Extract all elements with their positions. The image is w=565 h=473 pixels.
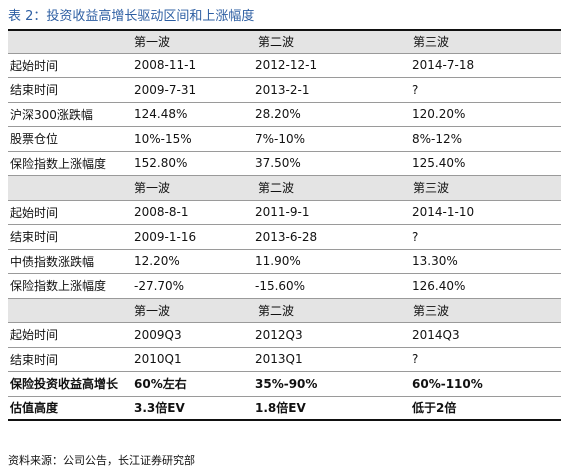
table-cell: 2014-7-18 bbox=[412, 58, 475, 73]
table-cell: 11.90% bbox=[255, 254, 301, 269]
summary-row-investment-growth: 保险投资收益高增长 60%左右 35%-90% 60%-110% bbox=[8, 372, 561, 397]
table-cell: 60%-110% bbox=[412, 376, 483, 391]
data-table: 第一波 第二波 第三波 起始时间 2008-11-1 2012-12-1 201… bbox=[8, 29, 561, 421]
table-cell: 10%-15% bbox=[134, 131, 192, 146]
table-cell: 28.20% bbox=[255, 107, 301, 122]
header-cell: 第二波 bbox=[258, 35, 295, 50]
header-cell: 第二波 bbox=[258, 181, 295, 196]
header-cell: 第三波 bbox=[413, 303, 450, 318]
table-cell: 2008-8-1 bbox=[134, 205, 189, 220]
table-row: 结束时间 2009-7-31 2013-2-1 ? bbox=[8, 78, 561, 103]
table-cell: 1.8倍EV bbox=[255, 401, 306, 416]
row-label: 结束时间 bbox=[10, 230, 59, 245]
table-cell: 125.40% bbox=[412, 156, 466, 171]
table-row: 结束时间 2010Q1 2013Q1 ? bbox=[8, 348, 561, 372]
table-cell: 2012Q3 bbox=[255, 327, 303, 342]
table-cell: 2013-6-28 bbox=[255, 229, 318, 244]
row-label: 中债指数涨跌幅 bbox=[10, 254, 95, 269]
table-cell: 2013-2-1 bbox=[255, 82, 310, 97]
row-label: 起始时间 bbox=[10, 58, 59, 73]
row-label: 结束时间 bbox=[10, 83, 59, 98]
table-cell: 2011-9-1 bbox=[255, 205, 310, 220]
table-cell: ? bbox=[412, 229, 419, 244]
row-label: 估值高度 bbox=[10, 401, 59, 416]
row-label: 股票仓位 bbox=[10, 132, 59, 147]
table-row: 保险指数上涨幅度 -27.70% -15.60% 126.40% bbox=[8, 274, 561, 299]
table-row: 沪深300涨跌幅 124.48% 28.20% 120.20% bbox=[8, 103, 561, 127]
table-cell: ? bbox=[412, 82, 419, 97]
summary-row-valuation: 估值高度 3.3倍EV 1.8倍EV 低于2倍 bbox=[8, 397, 561, 421]
header-cell: 第三波 bbox=[413, 35, 450, 50]
row-label: 保险投资收益高增长 bbox=[10, 377, 119, 392]
section-3-header: 第一波 第二波 第三波 bbox=[8, 298, 561, 323]
table-cell: 8%-12% bbox=[412, 131, 463, 146]
table-row: 起始时间 2008-8-1 2011-9-1 2014-1-10 bbox=[8, 201, 561, 225]
table-cell: 2014Q3 bbox=[412, 327, 460, 342]
row-label: 沪深300涨跌幅 bbox=[10, 107, 93, 122]
table-cell: 35%-90% bbox=[255, 376, 318, 391]
table-cell: 低于2倍 bbox=[412, 401, 457, 416]
table-cell: 2010Q1 bbox=[134, 352, 182, 367]
table-cell: ? bbox=[412, 352, 419, 367]
row-label: 起始时间 bbox=[10, 328, 59, 343]
header-cell: 第二波 bbox=[258, 303, 295, 318]
header-cell: 第一波 bbox=[134, 303, 171, 318]
table-cell: 7%-10% bbox=[255, 131, 306, 146]
table-cell: 60%左右 bbox=[134, 377, 187, 392]
table-row: 保险指数上涨幅度 152.80% 37.50% 125.40% bbox=[8, 152, 561, 176]
table-row: 结束时间 2009-1-16 2013-6-28 ? bbox=[8, 225, 561, 250]
table-cell: 13.30% bbox=[412, 254, 458, 269]
table-cell: 126.40% bbox=[412, 278, 466, 293]
row-label: 起始时间 bbox=[10, 205, 59, 220]
table-cell: 2008-11-1 bbox=[134, 58, 197, 73]
table-cell: 2014-1-10 bbox=[412, 205, 475, 220]
table-cell: 2009-7-31 bbox=[134, 82, 197, 97]
table-cell: 2009-1-16 bbox=[134, 229, 197, 244]
section-2-header: 第一波 第二波 第三波 bbox=[8, 176, 561, 201]
header-cell: 第三波 bbox=[413, 181, 450, 196]
row-label: 结束时间 bbox=[10, 352, 59, 367]
table-cell: 37.50% bbox=[255, 156, 301, 171]
source-note: 资料来源：公司公告，长江证券研究部 bbox=[8, 454, 195, 467]
table-row: 起始时间 2009Q3 2012Q3 2014Q3 bbox=[8, 323, 561, 348]
table-row: 股票仓位 10%-15% 7%-10% 8%-12% bbox=[8, 127, 561, 152]
table-cell: 2009Q3 bbox=[134, 327, 182, 342]
table-cell: 3.3倍EV bbox=[134, 401, 185, 416]
header-cell: 第一波 bbox=[134, 35, 171, 50]
table-cell: 152.80% bbox=[134, 156, 188, 171]
row-label: 保险指数上涨幅度 bbox=[10, 156, 107, 171]
header-cell: 第一波 bbox=[134, 181, 171, 196]
row-label: 保险指数上涨幅度 bbox=[10, 279, 107, 294]
table-title: 表 2：投资收益高增长驱动区间和上涨幅度 bbox=[8, 9, 255, 24]
table-row: 起始时间 2008-11-1 2012-12-1 2014-7-18 bbox=[8, 54, 561, 78]
table-cell: -15.60% bbox=[255, 278, 306, 293]
table-cell: 12.20% bbox=[134, 254, 180, 269]
table-cell: 2012-12-1 bbox=[255, 58, 318, 73]
section-1-header: 第一波 第二波 第三波 bbox=[8, 29, 561, 54]
table-cell: 120.20% bbox=[412, 107, 466, 122]
table-row: 中债指数涨跌幅 12.20% 11.90% 13.30% bbox=[8, 250, 561, 274]
table-cell: 2013Q1 bbox=[255, 352, 303, 367]
table-cell: -27.70% bbox=[134, 278, 185, 293]
table-cell: 124.48% bbox=[134, 107, 188, 122]
